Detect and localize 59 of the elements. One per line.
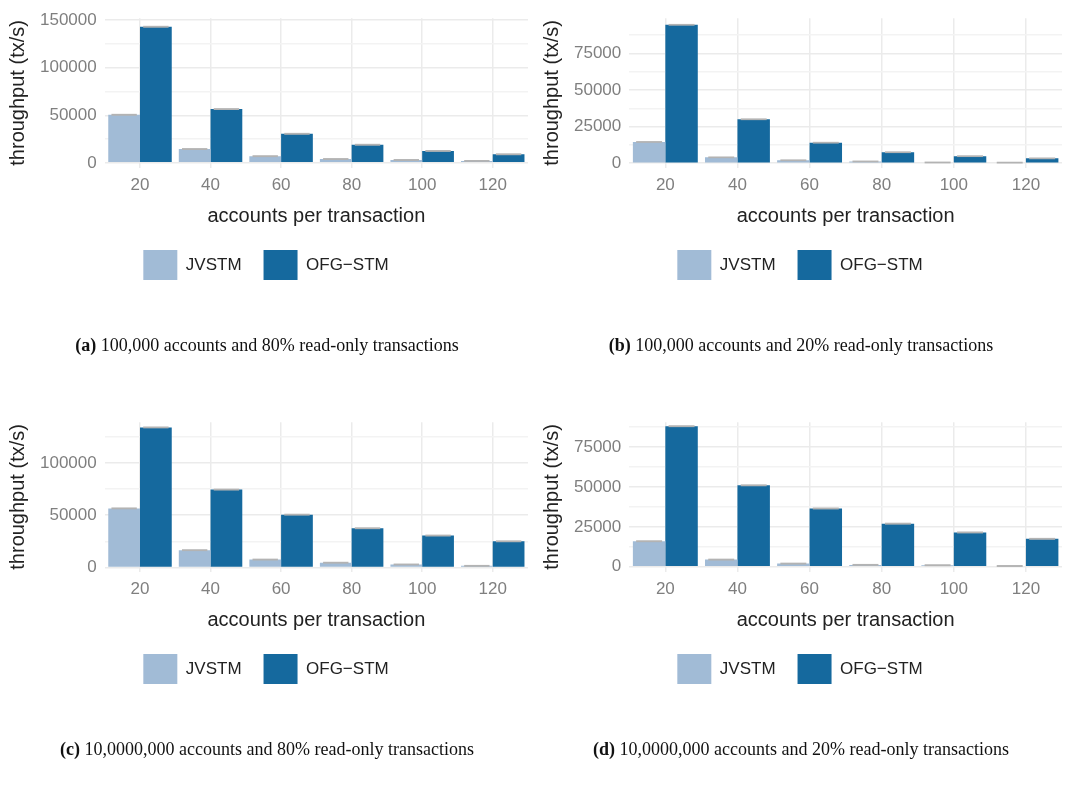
legend-label: OFG−STM — [306, 254, 389, 274]
text: (c) 10,0000,000 accounts and 80% read-only transactions — [59, 739, 475, 760]
x-tick-label: 100 — [407, 579, 437, 599]
x-tick-label: 80 — [872, 579, 892, 599]
x-tick-label: 60 — [800, 175, 820, 195]
x-axis-title: accounts per transaction — [736, 203, 955, 226]
y-axis-title: throughput (tx/s) — [5, 20, 28, 166]
x-tick-label: 20 — [130, 175, 150, 195]
x-tick-label: 80 — [342, 175, 362, 195]
y-tick-label: 75000 — [573, 436, 622, 456]
y-axis-title: throughput (tx/s) — [539, 424, 562, 570]
x-tick-label: 120 — [1011, 175, 1041, 195]
text: (a) 100,000 accounts and 80% read-only transactions — [74, 335, 460, 356]
x-tick-label: 100 — [407, 175, 437, 195]
y-tick-label: 150000 — [39, 9, 97, 29]
y-tick-label: 0 — [611, 152, 622, 172]
legend-label: JVSTM — [719, 254, 776, 274]
x-tick-label: 20 — [130, 579, 150, 599]
x-tick-label: 80 — [872, 175, 892, 195]
x-tick-label: 120 — [478, 175, 507, 195]
y-axis-title: throughput (tx/s) — [539, 20, 562, 166]
y-tick-label: 0 — [611, 556, 622, 576]
x-tick-label: 40 — [201, 579, 221, 599]
x-axis-title: accounts per transaction — [207, 607, 426, 630]
text: (d) 10,0000,000 accounts and 20% read-only transactions — [592, 739, 1010, 760]
x-tick-label: 60 — [271, 579, 291, 599]
text: (b) 100,000 accounts and 20% read-only transactions — [607, 335, 995, 356]
y-tick-label: 25000 — [573, 116, 622, 136]
x-axis-title: accounts per transaction — [736, 607, 955, 630]
y-tick-label: 50000 — [573, 476, 622, 496]
x-tick-label: 80 — [342, 579, 362, 599]
x-tick-label: 60 — [271, 175, 291, 195]
x-tick-label: 60 — [800, 579, 820, 599]
legend-label: OFG−STM — [306, 658, 389, 678]
legend-label: JVSTM — [185, 658, 242, 678]
x-axis-title: accounts per transaction — [207, 203, 426, 226]
legend-label: OFG−STM — [840, 254, 923, 274]
x-tick-label: 100 — [939, 175, 969, 195]
x-tick-label: 20 — [655, 579, 675, 599]
y-tick-label: 50000 — [573, 79, 622, 99]
x-tick-label: 40 — [727, 579, 747, 599]
legend-label: JVSTM — [719, 658, 776, 678]
y-tick-label: 0 — [87, 152, 97, 172]
x-tick-label: 20 — [655, 175, 675, 195]
x-tick-label: 40 — [727, 175, 747, 195]
y-tick-label: 100000 — [39, 57, 97, 77]
y-tick-label: 100000 — [39, 452, 97, 472]
y-tick-label: 75000 — [573, 43, 622, 63]
x-tick-label: 120 — [478, 579, 507, 599]
y-tick-label: 0 — [87, 557, 97, 577]
y-axis-title: throughput (tx/s) — [5, 424, 28, 570]
x-tick-label: 100 — [939, 579, 969, 599]
legend-label: OFG−STM — [840, 658, 923, 678]
x-tick-label: 40 — [201, 175, 221, 195]
x-tick-label: 120 — [1011, 579, 1041, 599]
legend-label: JVSTM — [185, 254, 242, 274]
y-tick-label: 50000 — [49, 104, 97, 124]
y-tick-label: 25000 — [573, 516, 622, 536]
y-tick-label: 50000 — [49, 504, 97, 524]
